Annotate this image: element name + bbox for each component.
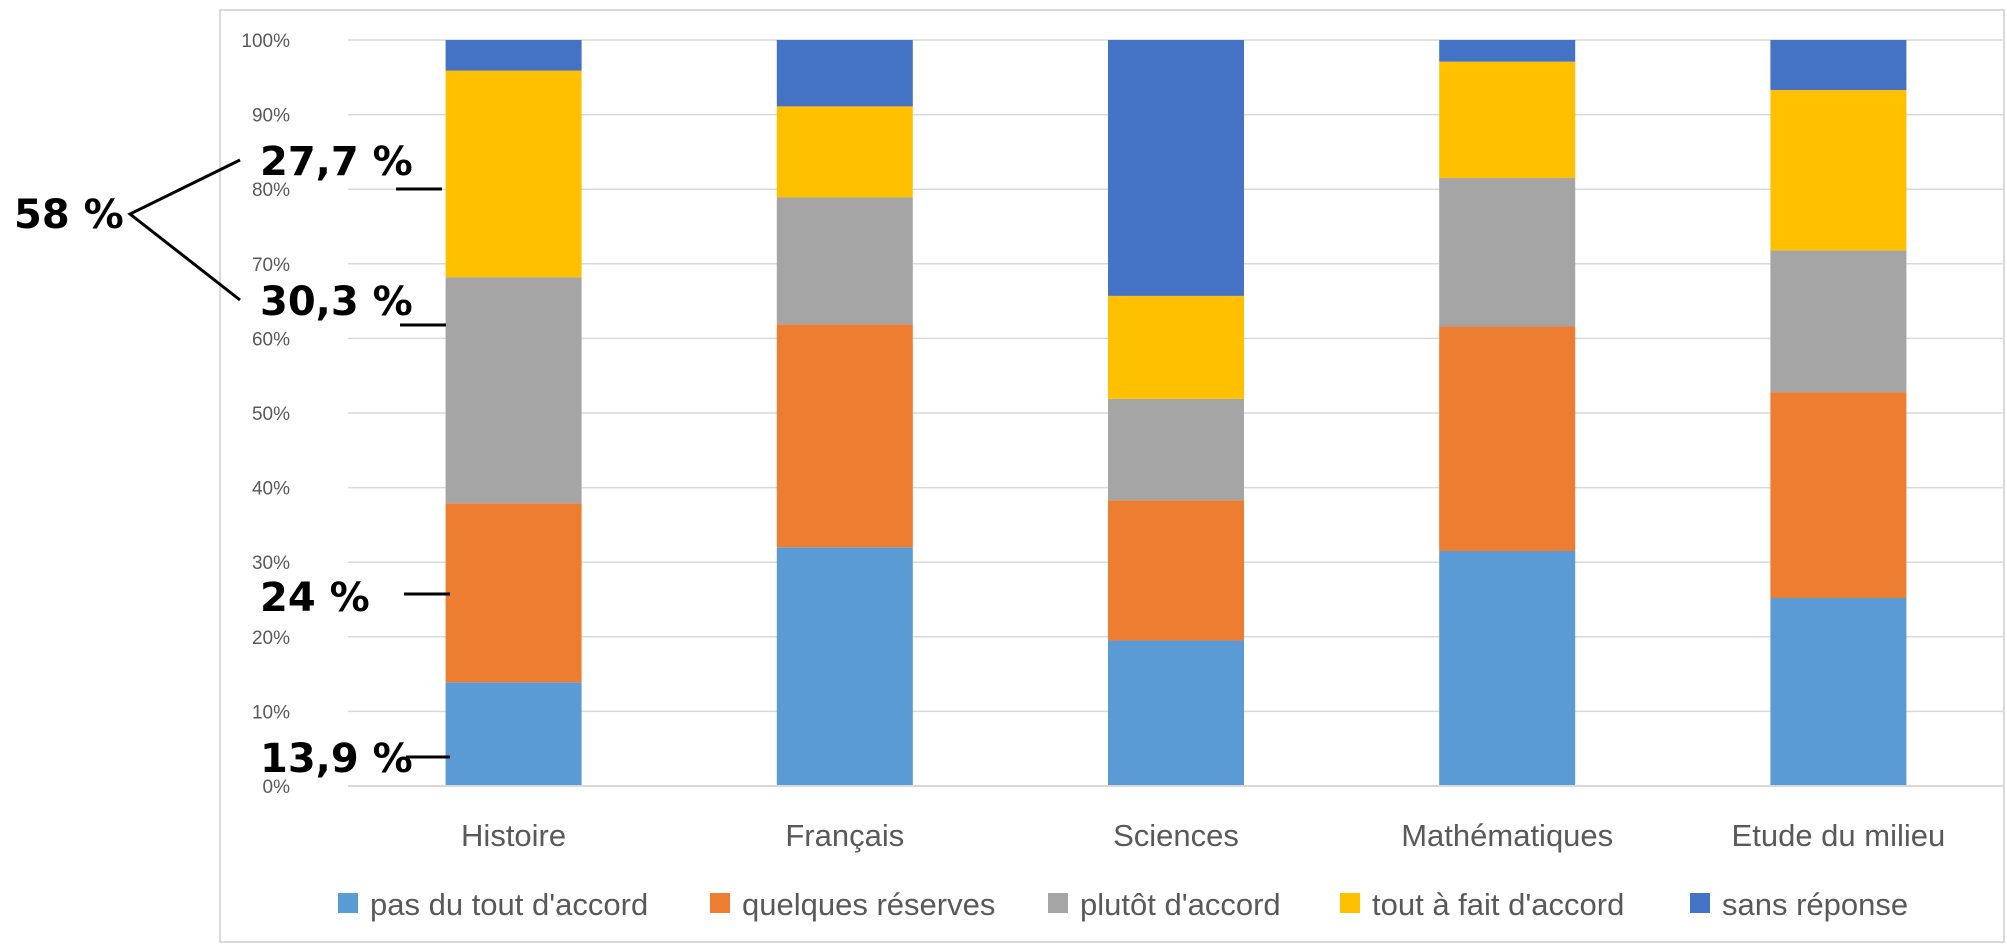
y-tick-label: 60% bbox=[252, 329, 290, 350]
y-tick-label: 10% bbox=[252, 702, 290, 723]
x-category-label: Sciences bbox=[1113, 818, 1239, 853]
legend-label: sans réponse bbox=[1722, 887, 1908, 922]
legend-swatch bbox=[338, 893, 358, 913]
x-category-label: Français bbox=[785, 818, 904, 853]
legend-swatch bbox=[1690, 893, 1710, 913]
bar-segment bbox=[445, 277, 582, 504]
x-category-label: Mathématiques bbox=[1401, 818, 1613, 853]
x-axis-categories: Histoire Français Sciences Mathématiques Etu… bbox=[461, 818, 1945, 853]
bar-segment bbox=[776, 197, 913, 325]
annotation-brace bbox=[127, 158, 241, 302]
y-axis-ticks: 0% 10% 20% 30% 40% 50% 60% 70% 80% 90% 100% bbox=[241, 31, 290, 798]
bar-segment bbox=[776, 106, 913, 198]
annotation-24: 24 % bbox=[260, 575, 370, 621]
legend-label: pas du tout d'accord bbox=[370, 887, 648, 922]
bar-segment bbox=[1439, 326, 1576, 552]
bar-segment bbox=[1770, 392, 1907, 599]
bar-segment bbox=[1108, 40, 1244, 296]
annotation-13-9: 13,9 % bbox=[260, 736, 413, 782]
annotation-27-7: 27,7 % bbox=[260, 139, 413, 185]
legend-label: tout à fait d'accord bbox=[1372, 887, 1624, 922]
x-category-label: Etude du milieu bbox=[1732, 818, 1946, 853]
y-tick-label: 90% bbox=[252, 106, 290, 127]
bar-segment bbox=[445, 503, 582, 683]
bar-segment bbox=[1108, 640, 1244, 786]
y-tick-label: 40% bbox=[252, 479, 290, 500]
bar-segment bbox=[1770, 250, 1907, 393]
y-tick-label: 100% bbox=[241, 31, 290, 52]
legend-label: quelques réserves bbox=[742, 887, 995, 922]
y-tick-label: 70% bbox=[252, 255, 290, 276]
bar-segment bbox=[445, 40, 582, 71]
bar-segment bbox=[445, 682, 582, 786]
bar-segment bbox=[1770, 40, 1907, 90]
bar-segment bbox=[1439, 178, 1576, 327]
legend-swatch bbox=[1340, 893, 1360, 913]
bar-segment bbox=[445, 70, 582, 278]
y-tick-label: 50% bbox=[252, 404, 290, 425]
annotations: 58 % 27,7 % 30,3 % 24 % 13,9 % bbox=[14, 139, 450, 782]
x-category-label: Histoire bbox=[461, 818, 566, 853]
bar-segment bbox=[1439, 40, 1576, 62]
annotation-30-3: 30,3 % bbox=[260, 279, 413, 325]
y-tick-label: 80% bbox=[252, 180, 290, 201]
annotation-58: 58 % bbox=[14, 192, 124, 238]
y-tick-label: 20% bbox=[252, 628, 290, 649]
legend: pas du tout d'accord quelques réserves plu… bbox=[338, 887, 1908, 922]
bar-segment bbox=[1108, 295, 1244, 399]
legend-swatch bbox=[1048, 893, 1068, 913]
bar-segment bbox=[776, 547, 913, 786]
bars bbox=[445, 40, 1907, 786]
bar-segment bbox=[1770, 89, 1907, 251]
bar-segment bbox=[1770, 598, 1907, 786]
y-tick-label: 0% bbox=[263, 777, 291, 798]
legend-label: plutôt d'accord bbox=[1080, 887, 1281, 922]
bar-segment bbox=[776, 40, 913, 107]
bar-segment bbox=[1439, 551, 1576, 786]
y-tick-label: 30% bbox=[252, 553, 290, 574]
bar-segment bbox=[1108, 398, 1244, 501]
bar-segment bbox=[776, 324, 913, 548]
bar-segment bbox=[1439, 61, 1576, 179]
plot-area-border bbox=[219, 9, 2005, 943]
bar-segment bbox=[1108, 500, 1244, 641]
legend-swatch bbox=[710, 893, 730, 913]
